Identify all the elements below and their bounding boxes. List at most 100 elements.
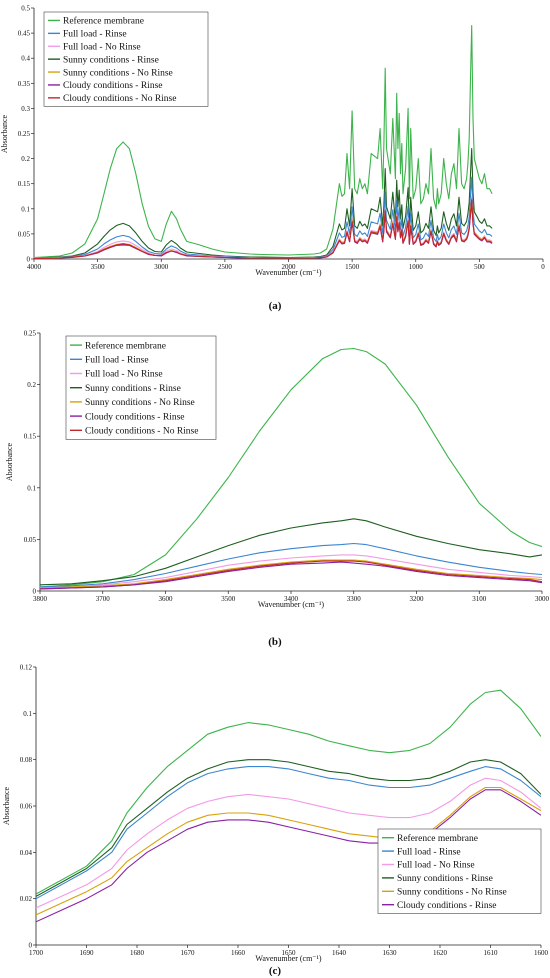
y-tick-label: 0.45 (18, 30, 31, 38)
legend: Reference membrane Full load - Rinse Full … (65, 335, 217, 440)
y-tick-label: 0.4 (21, 55, 30, 63)
legend-label: Cloudy conditions - No Rinse (63, 94, 176, 104)
legend-label: Sunny conditions - Rinse (85, 384, 181, 394)
x-axis-title: Wavenumber (cm⁻¹) (258, 600, 325, 609)
x-tick-label: 3500 (221, 595, 236, 603)
x-tick-label: 1670 (181, 949, 196, 957)
x-tick-label: 3000 (154, 263, 169, 271)
x-axis-title: Wavenumber (cm⁻¹) (255, 268, 322, 277)
legend-label: Reference membrane (397, 833, 478, 844)
legend-label: Sunny conditions - No Rinse (63, 68, 173, 78)
x-tick-label: 3400 (284, 595, 299, 603)
y-tick-label: 0 (27, 256, 31, 264)
y-tick-label: 0.12 (20, 664, 33, 672)
y-tick-label: 0.15 (18, 180, 31, 188)
legend-label: Reference membrane (85, 340, 166, 351)
series-line-sunny-conditions-no-rinse (40, 559, 542, 589)
series-line-sunny-conditions-rinse (40, 518, 542, 586)
legend-label: Full load - Rinse (85, 356, 149, 366)
y-tick-label: 0.05 (24, 536, 37, 544)
y-tick-label: 0.25 (24, 330, 37, 338)
legend-label: Sunny conditions - Rinse (397, 874, 493, 884)
y-tick-label: 0.08 (20, 756, 33, 764)
panel-caption: (b) (268, 636, 282, 648)
y-tick-label: 0 (29, 942, 33, 950)
series-line-reference-membrane (40, 347, 542, 588)
x-tick-label: 2000 (282, 263, 297, 271)
series-line-sunny-conditions-no-rinse (34, 197, 493, 259)
series-line-full-load-no-rinse (34, 195, 493, 259)
panel-caption: (a) (269, 300, 282, 312)
x-axis-title: Wavenumber (cm⁻¹) (255, 954, 322, 963)
legend-label: Full load - No Rinse (397, 861, 475, 871)
series-line-reference-membrane (34, 25, 493, 259)
legend-label: Cloudy conditions - Rinse (85, 412, 185, 422)
legend-label: Cloudy conditions - Rinse (397, 901, 497, 911)
y-tick-label: 0.25 (18, 130, 31, 138)
chart-panel-3: 0 0.02 0.04 0.06 0.08 0.1 0.12 1700 1690 1680 1670… (2, 664, 549, 978)
legend-label: Full load - Rinse (63, 30, 127, 40)
legend: Reference membrane Full load - Rinse Full … (43, 11, 209, 107)
x-tick-label: 3600 (159, 595, 174, 603)
y-axis-title: Absorbance (2, 786, 11, 825)
y-tick-label: 0.1 (27, 484, 36, 492)
legend-box (43, 11, 209, 107)
y-tick-label: 0.06 (20, 803, 33, 811)
series-line-sunny-conditions-no-rinse (36, 786, 541, 916)
y-tick-label: 0.1 (23, 710, 32, 718)
series-line-cloudy-conditions-rinse (40, 561, 542, 590)
legend-label: Full load - Rinse (397, 847, 461, 857)
legend-label: Sunny conditions - No Rinse (397, 888, 507, 898)
legend-box (377, 828, 542, 914)
series-line-sunny-conditions-rinse (36, 759, 541, 897)
panel-caption: (c) (269, 965, 282, 977)
x-tick-label: 1630 (383, 949, 398, 957)
y-tick-label: 0.2 (21, 155, 30, 163)
y-axis-title: Absorbance (5, 442, 14, 481)
x-tick-label: 3800 (33, 595, 48, 603)
y-tick-label: 0 (33, 588, 37, 596)
series-group (34, 25, 493, 259)
x-tick-label: 4000 (27, 263, 42, 271)
x-tick-label: 3200 (410, 595, 425, 603)
x-tick-label: 3100 (472, 595, 487, 603)
x-tick-label: 1500 (345, 263, 360, 271)
x-tick-label: 3700 (96, 595, 111, 603)
legend-label: Full load - No Rinse (63, 42, 141, 52)
x-tick-label: 1690 (80, 949, 95, 957)
x-tick-label: 2500 (218, 263, 233, 271)
x-tick-label: 1650 (282, 949, 297, 957)
legend-label: Cloudy conditions - No Rinse (85, 427, 198, 437)
legend-label: Sunny conditions - Rinse (63, 55, 159, 65)
chart-panel-1: 0 0.05 0.1 0.15 0.2 0.25 0.3 0.35 0.4 0.45 0.5 4000… (0, 5, 545, 313)
x-tick-label: 0 (541, 263, 545, 271)
y-tick-label: 0.35 (18, 80, 31, 88)
legend-label: Sunny conditions - No Rinse (85, 398, 195, 408)
x-tick-label: 1680 (130, 949, 145, 957)
series-line-full-load-no-rinse (36, 777, 541, 909)
y-tick-label: 0.04 (20, 849, 33, 857)
x-tick-label: 1610 (484, 949, 499, 957)
x-tick-label: 3300 (347, 595, 362, 603)
x-tick-label: 1000 (409, 263, 424, 271)
y-tick-label: 0.5 (21, 5, 30, 13)
legend-label: Full load - No Rinse (85, 370, 163, 380)
y-tick-label: 0.02 (20, 895, 33, 903)
y-tick-label: 0.1 (21, 205, 30, 213)
y-axis-title: Absorbance (0, 114, 9, 153)
chart-panel-2: 0 0.05 0.1 0.15 0.2 0.25 3800 3700 3600 3500 3400 3… (5, 330, 550, 649)
y-tick-label: 0.2 (27, 381, 36, 389)
x-tick-label: 3000 (535, 595, 550, 603)
y-tick-label: 0.05 (18, 230, 31, 238)
series-line-full-load-rinse (36, 766, 541, 900)
x-tick-label: 500 (474, 263, 485, 271)
x-tick-label: 1640 (332, 949, 347, 957)
series-line-sunny-conditions-rinse (34, 148, 493, 259)
y-tick-label: 0.15 (24, 433, 37, 441)
series-group (36, 689, 541, 923)
x-tick-label: 1660 (231, 949, 246, 957)
x-tick-label: 1600 (534, 949, 549, 957)
series-line-full-load-rinse (34, 176, 493, 259)
series-line-cloudy-conditions-rinse (36, 789, 541, 923)
